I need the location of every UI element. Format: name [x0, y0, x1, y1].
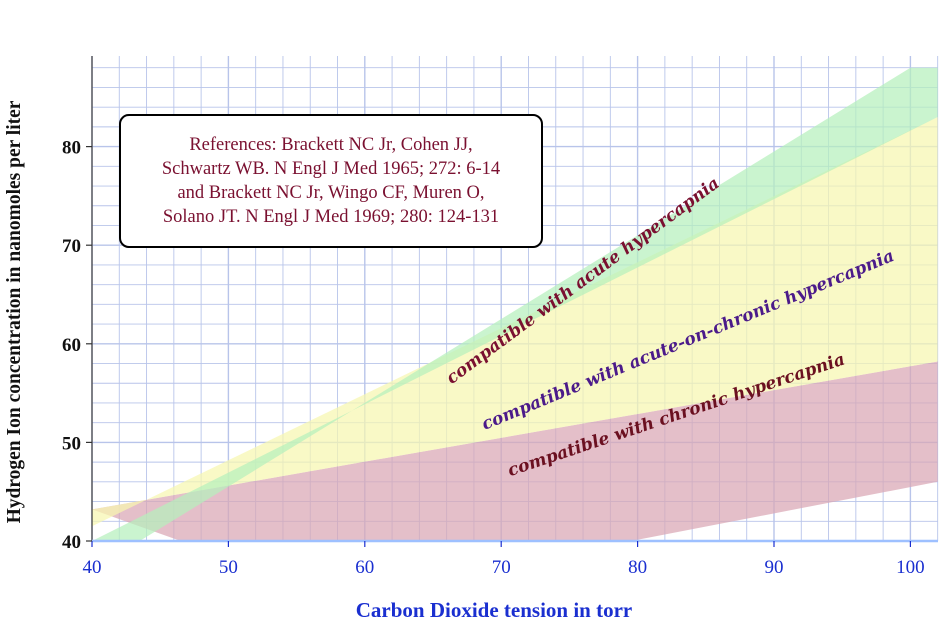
y-tick-label: 60	[62, 335, 81, 356]
y-tick-label: 80	[62, 138, 81, 159]
tick-labels: 40 50 60 70 80 90 100 40 50 60 70 80	[62, 138, 925, 578]
y-tick-label: 50	[62, 433, 81, 454]
references-box: References: Brackett NC Jr, Cohen JJ, Sc…	[119, 114, 543, 248]
reference-line: References: Brackett NC Jr, Cohen JJ,	[189, 135, 473, 155]
y-tick-label: 70	[62, 236, 81, 257]
x-tick-label: 50	[219, 557, 238, 578]
band-compatible-with-acute-on-chronic-hypercapnia	[92, 117, 938, 527]
x-tick-label: 60	[355, 557, 374, 578]
x-tick-label: 40	[83, 557, 102, 578]
reference-line: and Brackett NC Jr, Wingo CF, Muren O,	[177, 183, 485, 203]
band-compatible-with-chronic-hypercapnia	[92, 361, 938, 541]
bands-layer	[92, 67, 938, 541]
x-tick-label: 70	[492, 557, 511, 578]
reference-line: Solano JT. N Engl J Med 1969; 280: 124-1…	[162, 207, 500, 227]
axes-layer	[91, 56, 938, 543]
x-axis-label: Carbon Dioxide tension in torr	[356, 598, 633, 622]
x-tick-label: 80	[628, 557, 647, 578]
band-compatible-with-acute-hypercapnia	[92, 67, 938, 541]
reference-line: Schwartz WB. N Engl J Med 1965; 272: 6-1…	[161, 159, 501, 179]
y-axis-label: Hydrogen Ion concentration in nanomoles …	[4, 100, 25, 523]
y-tick-label: 40	[62, 532, 81, 553]
x-tick-label: 90	[765, 557, 784, 578]
x-tick-label: 100	[896, 557, 925, 578]
